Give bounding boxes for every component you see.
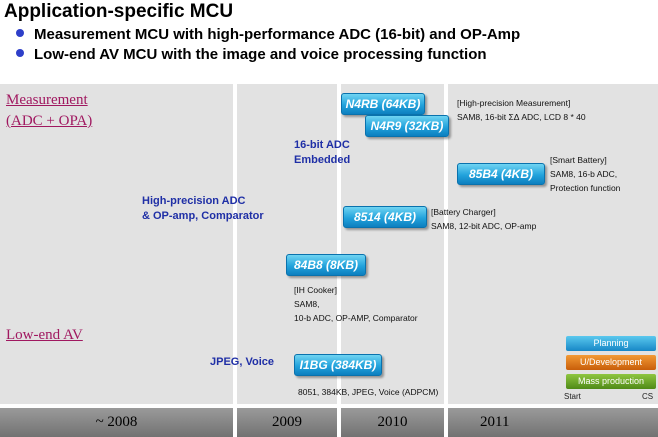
year-cell-2008: ~ 2008 xyxy=(0,408,233,437)
category-low-end-av: Low-end AV xyxy=(6,327,83,343)
legend-mass-production: Mass production xyxy=(566,374,656,389)
product-badge-85b4: 85B4 (4KB) xyxy=(457,163,545,185)
note-line: SAM8, 12-bit ADC, OP-amp xyxy=(431,221,537,231)
note-line: SAM8, 16-bit ΣΔ ADC, LCD 8 * 40 xyxy=(457,112,586,122)
legend-cs: CS xyxy=(642,392,654,401)
note-line: SAM8, 16-b ADC, xyxy=(550,169,618,179)
product-notes-i1bg: 8051, 384KB, JPEG, Voice (ADPCM) xyxy=(298,387,439,397)
note-line: [IH Cooker] xyxy=(294,285,337,295)
legend-development: U/Development xyxy=(566,355,656,370)
note-line: [High-precision Measurement] xyxy=(457,98,571,108)
bullet-dot-icon xyxy=(16,49,24,57)
year-divider xyxy=(444,84,448,437)
year-cell-2011: 2011 xyxy=(448,408,658,437)
year-cell-2010: 2010 xyxy=(341,408,444,437)
year-cell-2009: 2009 xyxy=(237,408,337,437)
bullet-text: Low-end AV MCU with the image and voice … xyxy=(34,46,487,63)
feature-jpeg-voice: JPEG, Voice xyxy=(210,356,274,368)
bullet-text: Measurement MCU with high-performance AD… xyxy=(34,26,521,43)
bullet-dot-icon xyxy=(16,29,24,37)
product-badge-i1bg: I1BG (384KB) xyxy=(294,354,382,376)
timeline-area xyxy=(0,84,658,404)
bullet-av: Low-end AV MCU with the image and voice … xyxy=(16,46,487,63)
product-badge-84b8: 84B8 (8KB) xyxy=(286,254,366,276)
category-line: (ADC + OPA) xyxy=(6,113,93,129)
product-notes-84b8: [IH Cooker] SAM8, 10-b ADC, OP-AMP, Comp… xyxy=(294,283,418,325)
feature-high-precision: High-precision ADC & OP-amp, Comparator xyxy=(142,194,264,224)
feature-line: 16-bit ADC xyxy=(294,139,350,151)
legend-start: Start xyxy=(564,392,581,401)
legend-planning: Planning xyxy=(566,336,656,351)
note-line: SAM8, xyxy=(294,299,320,309)
product-notes-8514: [Battery Charger] SAM8, 12-bit ADC, OP-a… xyxy=(431,205,536,233)
product-badge-8514: 8514 (4KB) xyxy=(343,206,427,228)
category-line: Measurement xyxy=(6,92,88,108)
note-line: [Smart Battery] xyxy=(550,155,607,165)
feature-line: Embedded xyxy=(294,154,351,166)
page-title: Application-specific MCU xyxy=(4,1,234,22)
product-notes-n4r9: [High-precision Measurement] SAM8, 16-bi… xyxy=(457,96,586,124)
product-badge-n4rb: N4RB (64KB) xyxy=(341,93,425,115)
feature-16bit-adc: 16-bit ADC Embedded xyxy=(294,138,350,168)
feature-line: High-precision ADC xyxy=(142,195,246,207)
feature-line: & OP-amp, Comparator xyxy=(142,210,264,222)
note-line: 10-b ADC, OP-AMP, Comparator xyxy=(294,313,418,323)
category-measurement: Measurement (ADC + OPA) xyxy=(6,90,92,132)
note-line: [Battery Charger] xyxy=(431,207,496,217)
bullet-measurement: Measurement MCU with high-performance AD… xyxy=(16,26,520,43)
product-badge-n4r9: N4R9 (32KB) xyxy=(365,115,449,137)
product-notes-85b4: [Smart Battery] SAM8, 16-b ADC, Protecti… xyxy=(550,153,620,195)
year-divider xyxy=(233,84,237,437)
note-line: Protection function xyxy=(550,183,621,193)
